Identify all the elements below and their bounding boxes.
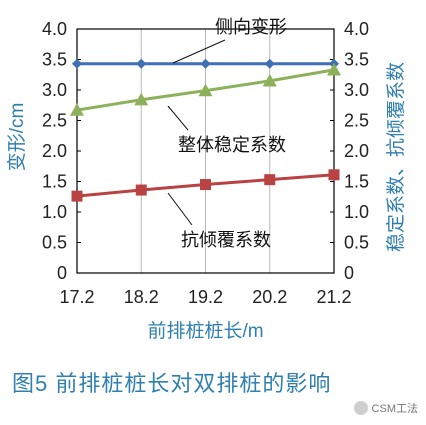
figure-caption: 图5 前排桩桩长对双排桩的影响 <box>12 371 332 396</box>
y-tick-label-left: 0 <box>57 263 67 283</box>
wechat-icon <box>353 401 368 415</box>
series-2 <box>70 62 341 116</box>
annotation-leader <box>172 39 226 64</box>
y-tick-label-left: 3.0 <box>42 80 67 100</box>
series-3 <box>71 169 340 202</box>
data-point <box>135 184 147 196</box>
annotation-leader <box>167 105 189 131</box>
y-axis-title-left: 变形/cm <box>6 103 28 172</box>
series-annotation-1: 侧向变形 <box>215 17 287 37</box>
y-tick-label-right: 0.5 <box>344 233 369 253</box>
data-point <box>71 190 83 202</box>
x-tick-label: 18.2 <box>124 287 159 307</box>
y-tick-label-right: 4.0 <box>344 19 369 39</box>
data-point <box>264 58 275 69</box>
left-y-ticks: 0 0.5 1.0 1.5 2.0 2.5 3.0 3.5 4.0 <box>42 19 81 283</box>
watermark-text: CSM工法 <box>371 403 418 415</box>
data-point <box>134 92 149 106</box>
data-point <box>200 179 211 191</box>
x-tick-label: 21.2 <box>316 287 351 307</box>
y-tick-label-left: 3.5 <box>42 50 67 70</box>
y-tick-label-right: 3.0 <box>344 80 369 100</box>
y-tick-label-right: 1.0 <box>344 202 369 222</box>
right-y-ticks: 0 0.5 1.0 1.5 2.0 2.5 3.0 3.5 4.0 <box>330 19 369 283</box>
x-ticks: 17.2 18.2 19.2 20.2 21.2 <box>59 287 351 307</box>
data-point <box>70 103 84 116</box>
data-point <box>262 73 277 87</box>
series-annotation-3: 抗倾覆系数 <box>181 230 271 250</box>
y-tick-label-left: 2.0 <box>42 141 67 161</box>
data-point <box>198 83 213 97</box>
watermark: CSM工法 <box>353 400 418 416</box>
data-point <box>200 58 211 69</box>
data-point <box>328 169 340 181</box>
y-tick-label-right: 2.0 <box>344 141 369 161</box>
y-tick-label-left: 1.5 <box>42 172 67 192</box>
series-1 <box>72 58 339 69</box>
data-point <box>136 58 147 69</box>
y-tick-label-right: 2.5 <box>344 111 369 131</box>
y-tick-label-left: 0.5 <box>42 233 67 253</box>
series <box>70 58 341 202</box>
y-tick-label-right: 0 <box>344 263 354 283</box>
y-tick-label-right: 1.5 <box>344 172 369 192</box>
y-tick-label-left: 1.0 <box>42 202 67 222</box>
series-annotation-2: 整体稳定系数 <box>178 135 286 155</box>
data-point <box>264 174 276 186</box>
y-tick-label-left: 4.0 <box>42 19 67 39</box>
y-axis-title-right: 稳定系数、抗倾覆系数 <box>385 62 407 252</box>
grid <box>140 29 271 273</box>
x-tick-label: 19.2 <box>188 287 223 307</box>
x-tick-label: 17.2 <box>59 287 94 307</box>
y-tick-label-left: 2.5 <box>42 111 67 131</box>
x-tick-label: 20.2 <box>252 287 287 307</box>
annotation-leader <box>167 192 193 226</box>
y-tick-label-right: 3.5 <box>344 50 369 70</box>
x-axis-title: 前排桩桩长/m <box>147 320 263 342</box>
data-point <box>327 62 341 76</box>
data-point <box>72 58 82 69</box>
